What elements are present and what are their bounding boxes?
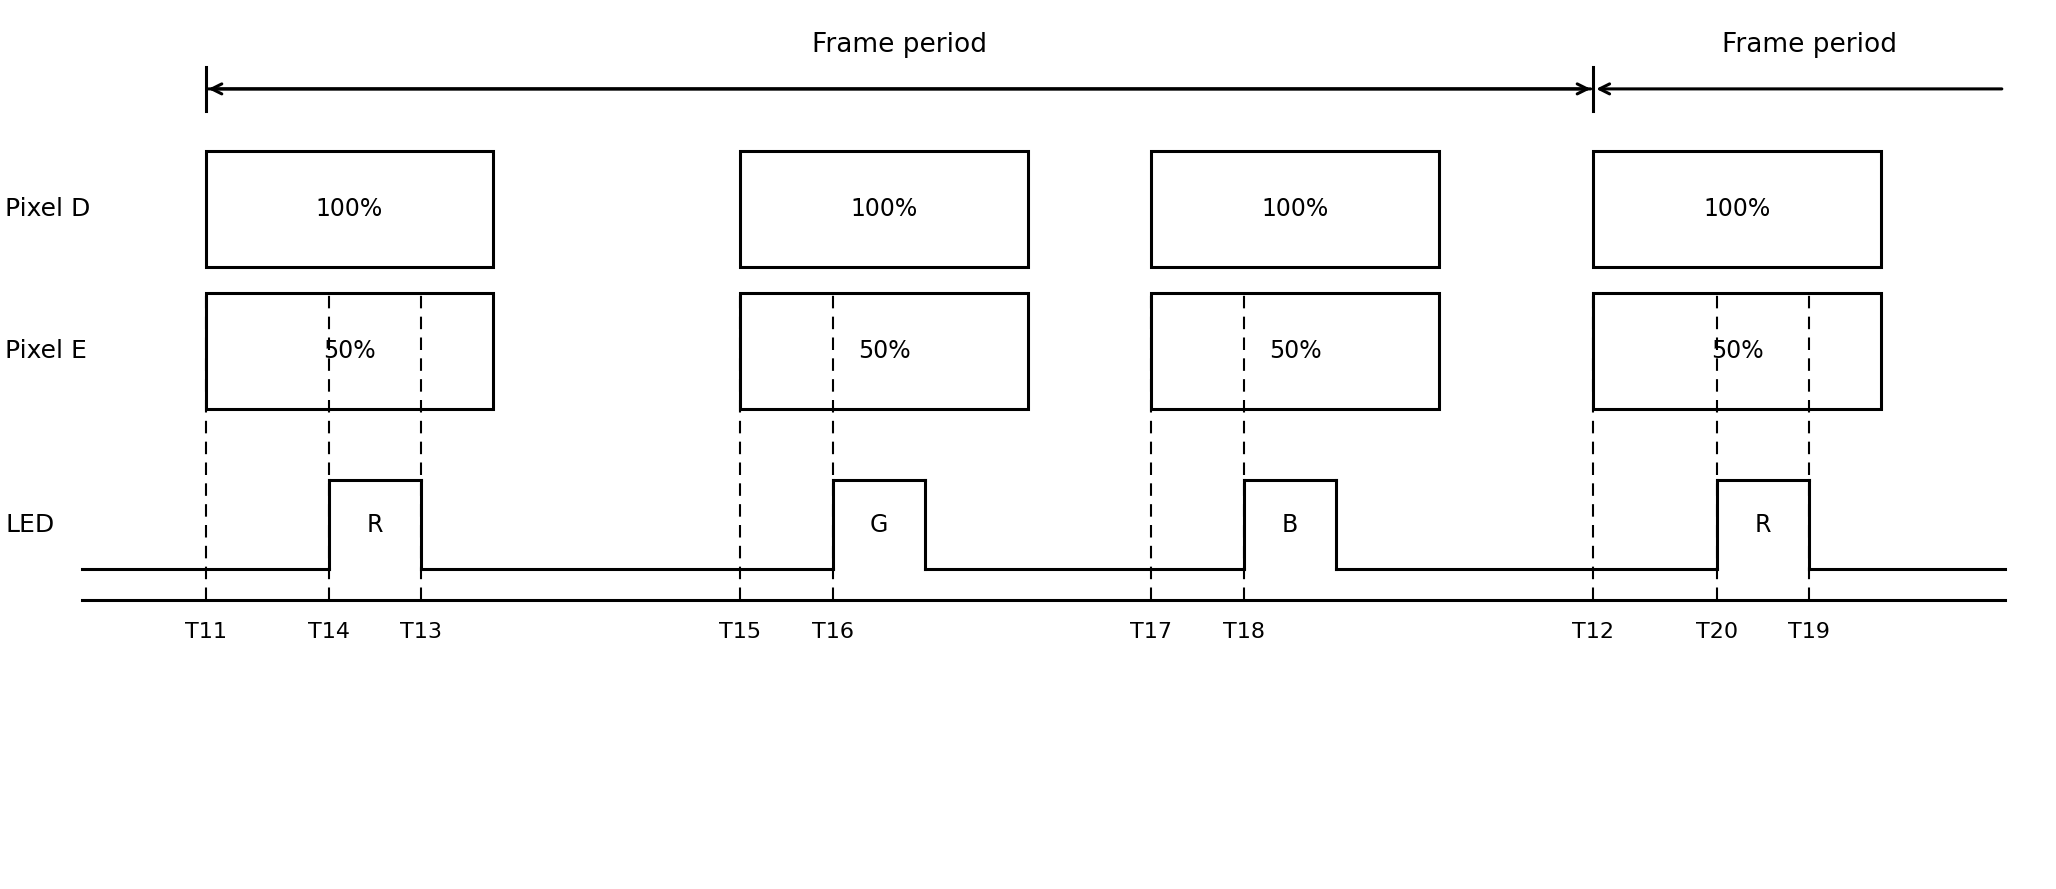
Text: T14: T14 [308, 622, 350, 642]
Text: T17: T17 [1131, 622, 1172, 642]
Bar [1593, 293, 1881, 409]
Bar [1593, 151, 1881, 267]
Text: Frame period: Frame period [812, 32, 987, 58]
Text: T16: T16 [812, 622, 853, 642]
Text: T19: T19 [1789, 622, 1830, 642]
Text: T12: T12 [1573, 622, 1614, 642]
Text: T15: T15 [720, 622, 761, 642]
Text: 50%: 50% [1711, 340, 1764, 363]
Text: Pixel D: Pixel D [6, 197, 90, 220]
Text: R: R [1754, 513, 1772, 536]
Bar [1151, 293, 1439, 409]
Text: B: B [1283, 513, 1297, 536]
Text: T13: T13 [401, 622, 442, 642]
Text: G: G [870, 513, 888, 536]
Text: T11: T11 [185, 622, 226, 642]
Text: 50%: 50% [1269, 340, 1322, 363]
Bar [206, 293, 493, 409]
Text: Pixel E: Pixel E [6, 340, 86, 363]
Text: 100%: 100% [317, 197, 382, 220]
Bar [1151, 151, 1439, 267]
Bar [740, 293, 1028, 409]
Text: 50%: 50% [857, 340, 911, 363]
Text: T20: T20 [1696, 622, 1737, 642]
Text: 50%: 50% [323, 340, 376, 363]
Text: 100%: 100% [1704, 197, 1770, 220]
Text: R: R [366, 513, 384, 536]
Text: Frame period: Frame period [1721, 32, 1898, 58]
Bar [206, 151, 493, 267]
Text: T18: T18 [1223, 622, 1264, 642]
Bar [740, 151, 1028, 267]
Text: LED: LED [6, 513, 53, 536]
Text: 100%: 100% [851, 197, 917, 220]
Text: 100%: 100% [1262, 197, 1328, 220]
